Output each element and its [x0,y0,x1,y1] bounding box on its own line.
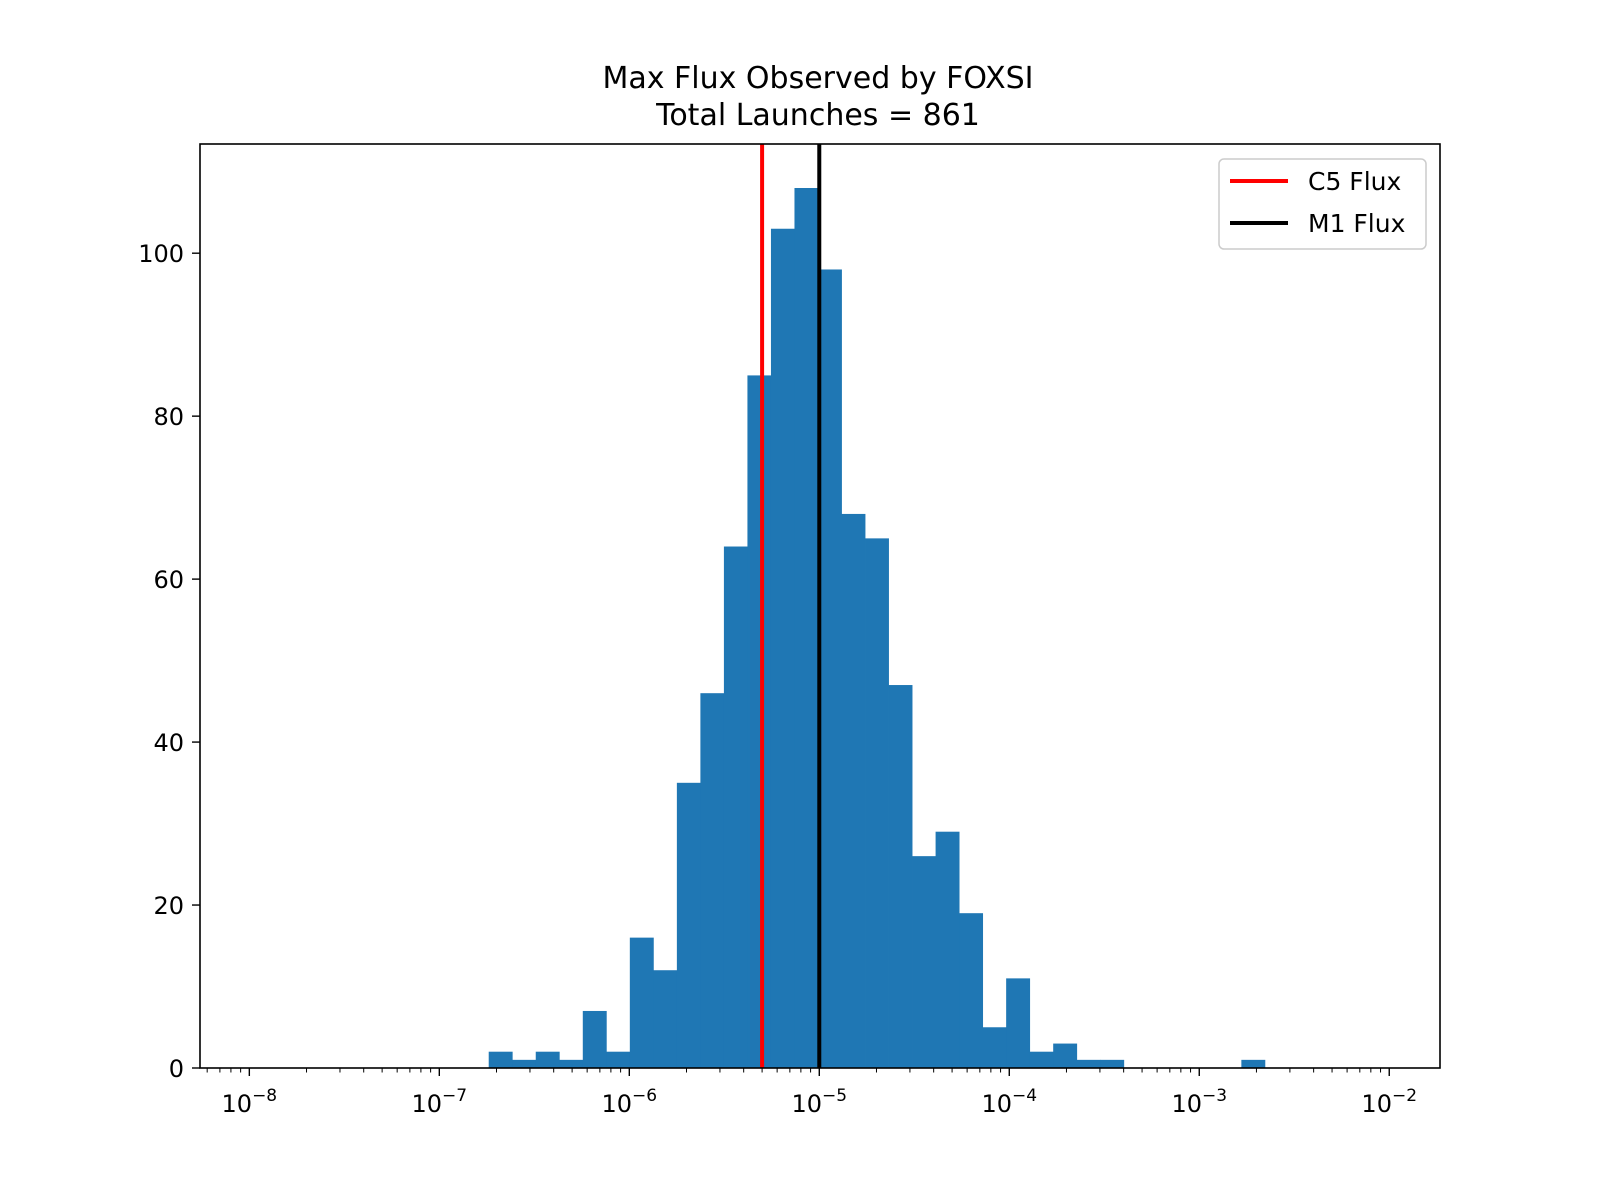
histogram-bars [488,188,1266,1069]
y-tick-label: 60 [153,566,184,594]
histogram-bar [582,1010,607,1068]
y-tick-label: 0 [169,1055,184,1083]
histogram-bar [488,1051,513,1068]
chart-title: Max Flux Observed by FOXSI [602,61,1033,96]
histogram-bar [606,1051,631,1068]
histogram-bar [912,856,936,1068]
y-axis: 0 20 40 60 80 100 [138,240,200,1083]
legend-label-m1: M1 Flux [1308,209,1405,238]
histogram-bar [770,228,795,1069]
histogram-bar [935,831,960,1068]
histogram-bar [982,1027,1007,1068]
histogram-bar [559,1059,584,1068]
x-tick-label: 10−3 [1171,1086,1227,1118]
histogram-bar [1006,978,1031,1068]
x-tick-label: 10−6 [601,1086,657,1118]
histogram-bar [535,1051,560,1068]
x-tick-label: 10−4 [981,1086,1037,1118]
histogram-bar [841,513,866,1068]
x-tick-label: 10−5 [791,1086,847,1118]
y-tick-label: 20 [153,892,184,920]
x-tick-label: 10−7 [412,1086,468,1118]
x-tick-label: 10−8 [222,1086,278,1118]
histogram-bar [512,1059,537,1068]
histogram-bar [723,546,748,1068]
y-tick-label: 40 [153,729,184,757]
chart-subtitle: Total Launches = 861 [655,98,980,133]
histogram-bar [676,782,701,1068]
plot-frame [199,143,1441,1069]
y-tick-label: 100 [138,240,184,268]
legend-label-c5: C5 Flux [1308,167,1401,196]
legend: C5 Flux M1 Flux [1218,158,1427,250]
histogram-bar [629,937,654,1068]
reference-lines [760,144,822,1068]
y-tick-label: 80 [153,403,184,431]
histogram-bar [959,913,984,1068]
histogram-bar [747,375,772,1068]
histogram-bar [1029,1051,1054,1068]
histogram-bar [888,685,913,1068]
histogram-bar [1241,1059,1266,1068]
histogram-bar [794,188,819,1068]
histogram-bar [1053,1043,1078,1068]
x-tick-label: 10−2 [1361,1086,1417,1118]
histogram-bar [1100,1059,1125,1068]
histogram-bar [865,538,889,1068]
histogram-bar [653,970,678,1068]
histogram-bar [817,269,842,1069]
histogram-bar [1076,1059,1101,1068]
x-axis: 10−8 10−7 10−6 10−5 10−4 10−3 10−2 [222,1068,1417,1118]
histogram-bar [700,693,725,1068]
